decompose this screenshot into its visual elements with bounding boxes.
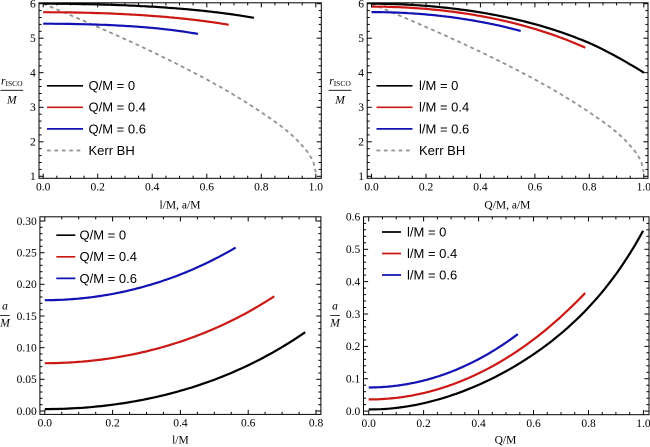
svg-text:a: a: [332, 301, 338, 313]
svg-text:0.4: 0.4: [173, 418, 188, 430]
svg-text:M: M: [329, 318, 341, 330]
svg-text:0.8: 0.8: [582, 182, 597, 194]
svg-text:0.3: 0.3: [346, 309, 361, 321]
svg-text:0.0: 0.0: [38, 418, 53, 430]
svg-text:2: 2: [30, 137, 36, 149]
svg-text:0.2: 0.2: [346, 341, 361, 353]
svg-text:a: a: [2, 301, 8, 313]
svg-text:0.6: 0.6: [241, 418, 256, 430]
svg-text:rISCO: rISCO: [1, 76, 23, 89]
svg-text:l/M, a/M: l/M, a/M: [160, 200, 201, 212]
svg-text:0.25: 0.25: [17, 248, 37, 260]
svg-text:2: 2: [358, 137, 364, 149]
svg-text:4: 4: [30, 68, 36, 80]
svg-text:1.0: 1.0: [636, 418, 650, 430]
svg-text:0.4: 0.4: [473, 182, 488, 194]
svg-text:0.15: 0.15: [17, 311, 37, 323]
svg-text:0.00: 0.00: [17, 406, 37, 418]
svg-text:rISCO: rISCO: [329, 76, 351, 89]
svg-text:1.0: 1.0: [309, 182, 324, 194]
svg-text:l/M = 0.4: l/M = 0.4: [407, 246, 457, 261]
svg-text:0.5: 0.5: [346, 244, 361, 256]
svg-text:M: M: [334, 94, 346, 106]
svg-text:0.4: 0.4: [471, 418, 486, 430]
svg-text:0.05: 0.05: [17, 374, 37, 386]
svg-text:Q/M = 0: Q/M = 0: [89, 78, 136, 93]
svg-text:1: 1: [358, 171, 364, 183]
svg-text:l/M = 0: l/M = 0: [419, 78, 458, 93]
svg-text:5: 5: [358, 33, 364, 45]
svg-text:Q/M = 0: Q/M = 0: [80, 228, 127, 243]
svg-text:Kerr BH: Kerr BH: [89, 143, 135, 158]
svg-text:0.2: 0.2: [105, 418, 120, 430]
svg-text:0.4: 0.4: [145, 182, 160, 194]
svg-text:Q/M, a/M: Q/M, a/M: [484, 200, 530, 212]
svg-text:0.1: 0.1: [346, 374, 361, 386]
svg-text:0.0: 0.0: [364, 182, 379, 194]
svg-text:Q/M: Q/M: [495, 435, 517, 447]
svg-text:Kerr BH: Kerr BH: [419, 143, 465, 158]
svg-text:M: M: [6, 94, 18, 106]
svg-text:M: M: [0, 318, 11, 330]
svg-text:0.2: 0.2: [91, 182, 106, 194]
svg-text:1.0: 1.0: [637, 182, 650, 194]
svg-text:Q/M = 0.6: Q/M = 0.6: [89, 121, 146, 136]
svg-text:5: 5: [30, 33, 36, 45]
svg-text:0.30: 0.30: [17, 216, 37, 228]
svg-text:6: 6: [30, 0, 36, 11]
svg-text:0.10: 0.10: [17, 343, 37, 355]
svg-text:0.8: 0.8: [309, 418, 324, 430]
svg-text:0.6: 0.6: [526, 418, 541, 430]
svg-text:4: 4: [358, 68, 364, 80]
svg-text:0.6: 0.6: [346, 212, 361, 224]
svg-text:0.0: 0.0: [36, 182, 51, 194]
svg-text:0.2: 0.2: [416, 418, 431, 430]
svg-text:3: 3: [358, 102, 364, 114]
svg-text:l/M = 0.6: l/M = 0.6: [407, 267, 457, 282]
svg-text:0.8: 0.8: [254, 182, 269, 194]
svg-text:Q/M = 0.4: Q/M = 0.4: [80, 249, 137, 264]
svg-text:0.0: 0.0: [346, 406, 361, 418]
svg-text:0.6: 0.6: [528, 182, 543, 194]
svg-text:3: 3: [30, 102, 36, 114]
svg-text:0.2: 0.2: [419, 182, 434, 194]
svg-text:1: 1: [30, 171, 36, 183]
svg-text:6: 6: [358, 0, 364, 11]
svg-text:l/M: l/M: [172, 435, 189, 447]
svg-text:l/M = 0.4: l/M = 0.4: [419, 100, 469, 115]
svg-text:l/M = 0.6: l/M = 0.6: [419, 121, 469, 136]
svg-text:0.4: 0.4: [346, 276, 361, 288]
svg-text:0.0: 0.0: [362, 418, 377, 430]
svg-text:0.20: 0.20: [17, 279, 37, 291]
svg-text:0.8: 0.8: [581, 418, 596, 430]
svg-text:0.6: 0.6: [200, 182, 215, 194]
svg-text:Q/M = 0.4: Q/M = 0.4: [89, 100, 146, 115]
svg-text:Q/M = 0.6: Q/M = 0.6: [80, 271, 137, 286]
svg-text:l/M = 0: l/M = 0: [407, 224, 446, 239]
